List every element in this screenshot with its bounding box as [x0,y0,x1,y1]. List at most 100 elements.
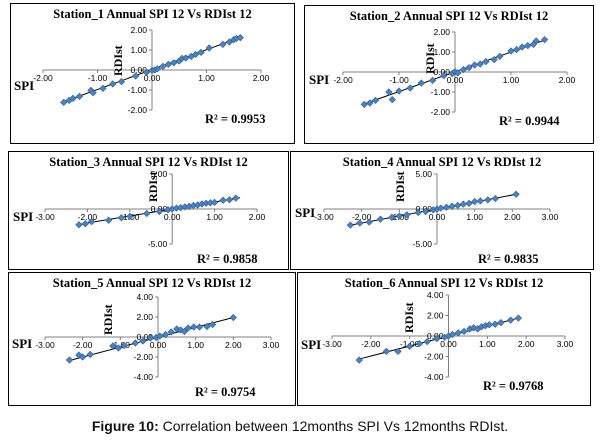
data-point [131,339,140,347]
r-squared-label: R² = 0.9768 [483,379,544,393]
chart-panel-station-2: Station_2 Annual SPI 12 Vs RDIst 12 -2.00… [304,5,594,144]
data-point [454,69,462,77]
figure-caption-label: Figure 10: [91,418,159,434]
data-point [484,196,492,204]
y-tick-label: -2.00 [431,107,451,117]
x-tick-label: -2.00 [73,340,93,350]
x-tick-label: 0.00 [440,339,457,349]
chart-panel-station-3: Station_3 Annual SPI 12 Vs RDIst 12 -3.00… [8,151,289,270]
y-tick-label: 5.00 [151,169,168,179]
chart-title: Station_3 Annual SPI 12 Vs RDIst 12 [49,155,248,169]
data-point [219,40,227,49]
data-point [395,87,403,95]
x-axis-label: SPI [14,78,35,93]
x-axis-label: SPI [13,209,34,224]
x-tick-label: 1.00 [187,340,204,350]
data-point [156,332,164,340]
data-point [182,54,190,62]
x-tick-label: -3.00 [322,339,342,349]
data-point [356,219,364,227]
data-point [210,198,219,206]
data-point [476,197,484,205]
data-point [346,221,354,229]
data-point [236,33,244,42]
y-tick-label: -5.00 [413,239,433,249]
x-tick-label: 3.00 [557,339,574,349]
chart-panel-station-1: Station_1 Annual SPI 12 Vs RDIst 12 -2.00… [10,3,295,144]
x-axis-label: SPI [295,205,316,220]
data-point [460,327,468,336]
scatter-plot: -2.00 -1.00 0.00 1.00 2.00 2.00 1.00 0.00 -1.00 -… [333,27,575,117]
data-point [414,208,422,217]
data-point [197,48,205,57]
data-point [104,216,113,224]
x-tick-label: 3.00 [263,340,280,350]
data-point [153,65,162,73]
x-tick-label: 0.00 [447,75,464,85]
data-point [376,215,385,223]
data-point [454,201,462,209]
data-point [514,314,523,322]
figure-caption-text: Correlation between 12months SPI Vs 12mo… [158,418,509,434]
chart-title: Station_1 Annual SPI 12 Vs RDIst 12 [53,7,252,21]
data-point [512,190,520,198]
data-point [132,72,140,80]
data-point [459,200,467,208]
data-point [465,199,473,208]
data-point [524,41,532,50]
data-point [428,76,437,85]
data-point [470,61,479,69]
data-point [117,214,125,222]
x-tick-label: -3.00 [35,212,55,222]
data-point [143,209,151,218]
y-tick-label: -4.00 [424,372,444,382]
y-axis-label: RDIst [146,171,160,202]
chart-title: Station_6 Annual SPI 12 Vs RDIst 12 [344,276,544,290]
data-point [440,71,448,80]
data-point [406,342,414,350]
data-point [164,60,172,69]
data-point [403,211,411,219]
data-point [180,327,188,336]
y-tick-label: 2.00 [427,311,444,321]
r-squared-label: R² = 0.9754 [195,385,256,399]
x-tick-label: 2.00 [253,73,270,83]
x-tick-label: 0.00 [150,340,167,350]
data-point [448,202,456,210]
data-point [382,347,390,355]
data-point [232,194,240,202]
data-point [496,52,504,61]
x-tick-label: 2.00 [518,339,535,349]
x-tick-label: 0.00 [429,212,446,222]
x-tick-label: 2.00 [249,212,266,222]
data-point [114,344,123,352]
data-point [65,356,74,364]
data-point [470,324,478,332]
data-point [360,100,368,109]
y-tick-label: 2.00 [136,312,153,322]
x-tick-label: -2.00 [78,212,98,222]
y-tick-label: 1.00 [433,47,450,57]
data-point [161,330,170,339]
data-point [109,342,117,350]
scatter-plot: -2.00 -1.00 0.00 1.00 2.00 2.00 1.00 0.00 -1.00 -… [33,25,270,115]
data-point [540,35,549,44]
r-squared-label: R² = 0.9953 [205,112,266,126]
figure-caption: Figure 10: Correlation between 12months … [0,418,600,434]
chart-panel-station-6: Station_6 Annual SPI 12 Vs RDIst 12 -3.00… [297,272,591,406]
data-point [225,196,234,204]
data-point [532,37,540,45]
r-squared-label: R² = 0.9835 [478,252,539,266]
data-point [448,330,457,339]
data-point [60,98,68,107]
data-point [406,84,414,92]
x-tick-label: 2.00 [225,340,242,350]
chart-title: Station_4 Annual SPI 12 Vs RDIst 12 [342,155,542,169]
data-point [170,59,178,67]
y-tick-label: -1.00 [128,85,148,95]
data-point [388,95,396,104]
y-tick-label: 1.00 [130,45,147,55]
data-point [394,347,402,355]
chart-title: Station_5 Annual SPI 12 Vs RDIst 12 [52,276,252,290]
x-axis-label: SPI [309,72,330,87]
